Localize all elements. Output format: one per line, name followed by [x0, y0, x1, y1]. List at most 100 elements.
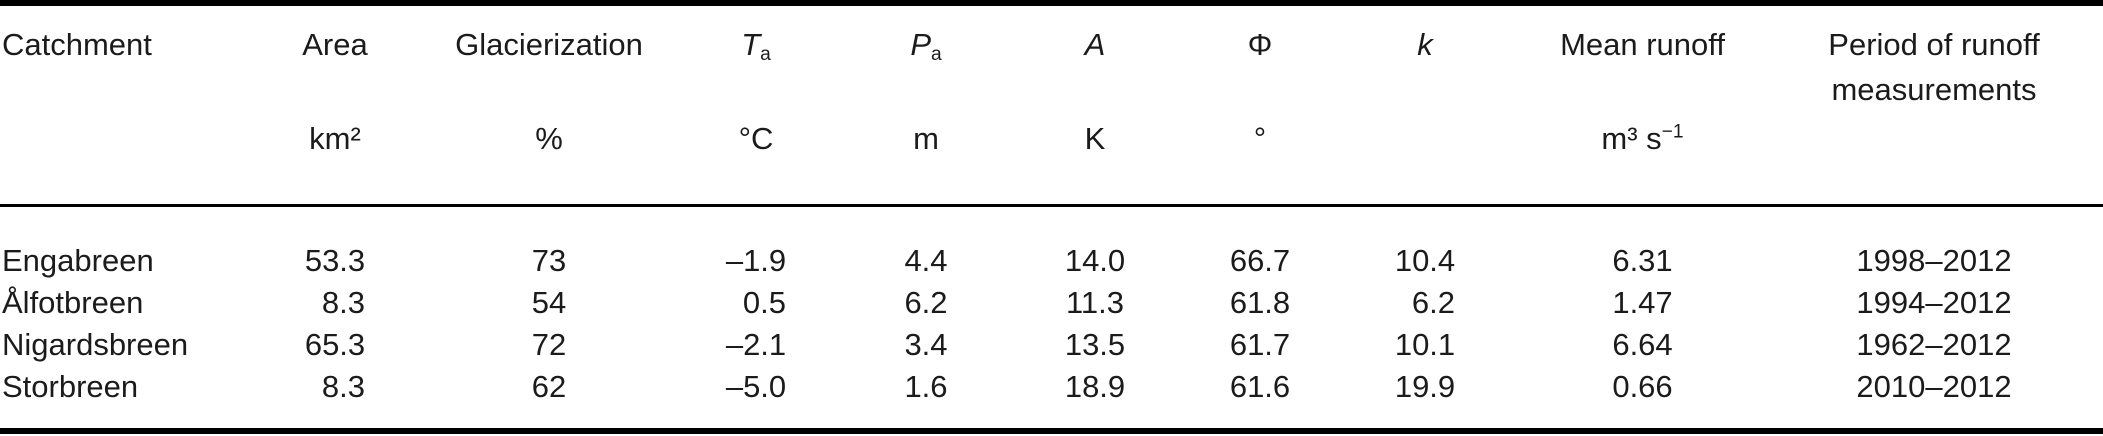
- header-label: P: [910, 27, 931, 62]
- unit-cell-period: [1765, 112, 2103, 206]
- unit-label: °C: [738, 121, 774, 156]
- header-label: Glacierization: [455, 27, 643, 62]
- cell-k: 10.1: [1330, 324, 1520, 366]
- cell-glacierization: 73: [531, 243, 567, 278]
- unit-label: K: [1084, 121, 1106, 156]
- cell-ta: –5.0: [660, 366, 852, 431]
- cell-catchment: Engabreen: [2, 243, 154, 278]
- unit-cell-area: km²: [232, 112, 438, 206]
- column-header-area: Area: [232, 3, 438, 112]
- unit-cell: [0, 112, 232, 206]
- column-header-k: k: [1330, 3, 1520, 112]
- column-header-a: A: [1000, 3, 1190, 112]
- header-label: A: [1084, 27, 1106, 62]
- cell-value: 65.3: [304, 327, 366, 362]
- cell-value: 8.3: [321, 369, 365, 404]
- cell-ta: –1.9: [660, 206, 852, 283]
- cell-period: 1994–2012: [1856, 285, 2012, 320]
- cell-pa: 3.4: [904, 327, 948, 362]
- header-label: Φ: [1247, 27, 1273, 62]
- unit-cell-ta: °C: [660, 112, 852, 206]
- cell-pa: 1.6: [904, 369, 948, 404]
- cell-ta: 0.5: [660, 282, 852, 324]
- cell-value: –2.1: [725, 327, 787, 362]
- table-row-storbreen: Storbreen 8.3 62 –5.0 1.6 18.9 61.6 19.9…: [0, 366, 2103, 431]
- header-label: Mean runoff: [1560, 27, 1725, 62]
- cell-k: 6.2: [1330, 282, 1520, 324]
- cell-value: –1.9: [725, 243, 787, 278]
- cell-mean-runoff: 6.64: [1612, 327, 1673, 362]
- cell-period: 1962–2012: [1856, 327, 2012, 362]
- cell-a: 18.9: [1064, 369, 1126, 404]
- table-row-nigardsbreen: Nigardsbreen 65.3 72 –2.1 3.4 13.5 61.7 …: [0, 324, 2103, 366]
- unit-cell-pa: m: [852, 112, 1000, 206]
- cell-pa: 6.2: [904, 285, 948, 320]
- cell-value: 10.1: [1394, 327, 1456, 362]
- unit-label: %: [535, 121, 563, 156]
- unit-cell-k: [1330, 112, 1520, 206]
- units-row: km² % °C m K ° m³ s−1: [0, 112, 2103, 206]
- cell-mean-runoff: 1.47: [1612, 285, 1673, 320]
- table-header: Catchment Area Glacierization Ta Pa A Φ …: [0, 3, 2103, 206]
- unit-cell-phi: °: [1190, 112, 1330, 206]
- cell-k: 10.4: [1330, 206, 1520, 283]
- unit-cell-mean-runoff: m³ s−1: [1520, 112, 1765, 206]
- column-header-mean-runoff: Mean runoff: [1520, 3, 1765, 112]
- cell-a: 14.0: [1064, 243, 1126, 278]
- table-body: Engabreen 53.3 73 –1.9 4.4 14.0 66.7 10.…: [0, 206, 2103, 432]
- unit-cell-a: K: [1000, 112, 1190, 206]
- unit-superscript: −1: [1661, 121, 1684, 143]
- cell-catchment: Nigardsbreen: [2, 327, 189, 362]
- column-header-phi: Φ: [1190, 3, 1330, 112]
- cell-glacierization: 72: [531, 327, 567, 362]
- cell-a: 11.3: [1065, 285, 1125, 320]
- unit-label: km²: [309, 121, 361, 156]
- cell-value: 6.2: [1411, 285, 1455, 320]
- cell-phi: 61.7: [1229, 327, 1291, 362]
- cell-glacierization: 62: [531, 369, 567, 404]
- cell-value: 19.9: [1394, 369, 1456, 404]
- header-label: Catchment: [2, 27, 152, 62]
- cell-area: 8.3: [232, 282, 438, 324]
- cell-value: 8.3: [321, 285, 365, 320]
- cell-period: 2010–2012: [1856, 369, 2012, 404]
- header-label: T: [741, 27, 761, 62]
- column-header-pa: Pa: [852, 3, 1000, 112]
- cell-period: 1998–2012: [1856, 243, 2012, 278]
- header-label: k: [1417, 27, 1433, 62]
- cell-area: 53.3: [232, 206, 438, 283]
- cell-mean-runoff: 6.31: [1612, 243, 1673, 278]
- column-header-ta: Ta: [660, 3, 852, 112]
- cell-mean-runoff: 0.66: [1612, 369, 1673, 404]
- cell-ta: –2.1: [660, 324, 852, 366]
- column-header-catchment: Catchment: [0, 3, 232, 112]
- cell-glacierization: 54: [531, 285, 567, 320]
- unit-label: m³ s: [1601, 121, 1662, 156]
- cell-catchment: Ålfotbreen: [2, 285, 144, 320]
- cell-value: 10.4: [1394, 243, 1456, 278]
- column-header-period: Period of runoff measurements: [1765, 3, 2103, 112]
- table-row-alfotbreen: Ålfotbreen 8.3 54 0.5 6.2 11.3 61.8 6.2 …: [0, 282, 2103, 324]
- table-row-engabreen: Engabreen 53.3 73 –1.9 4.4 14.0 66.7 10.…: [0, 206, 2103, 283]
- cell-k: 19.9: [1330, 366, 1520, 431]
- cell-value: 53.3: [304, 243, 366, 278]
- cell-phi: 66.7: [1229, 243, 1291, 278]
- header-label: Area: [302, 27, 368, 62]
- cell-value: 0.5: [742, 285, 786, 320]
- cell-area: 8.3: [232, 366, 438, 431]
- column-header-glacierization: Glacierization: [438, 3, 660, 112]
- cell-a: 13.5: [1064, 327, 1126, 362]
- header-label: Period of runoff measurements: [1828, 27, 2040, 107]
- header-subscript: a: [760, 44, 771, 66]
- unit-cell-glacierization: %: [438, 112, 660, 206]
- cell-area: 65.3: [232, 324, 438, 366]
- header-subscript: a: [931, 44, 942, 66]
- header-row: Catchment Area Glacierization Ta Pa A Φ …: [0, 3, 2103, 112]
- cell-catchment: Storbreen: [2, 369, 139, 404]
- cell-phi: 61.6: [1229, 369, 1291, 404]
- unit-label: m: [913, 121, 939, 156]
- unit-label: °: [1253, 121, 1267, 156]
- cell-value: –5.0: [725, 369, 787, 404]
- cell-phi: 61.8: [1229, 285, 1291, 320]
